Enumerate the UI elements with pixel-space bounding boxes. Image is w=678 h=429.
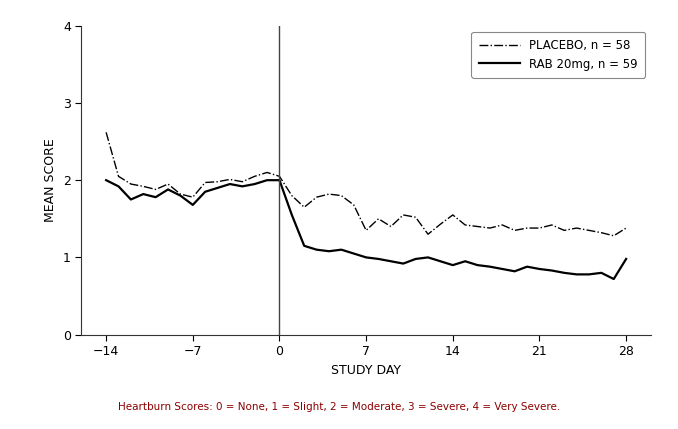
Y-axis label: MEAN SCORE: MEAN SCORE [44, 138, 58, 222]
RAB 20mg, n = 59 [238, 184, 246, 189]
PLACEBO, n = 58 [437, 222, 445, 227]
PLACEBO, n = 58 [449, 212, 457, 218]
PLACEBO, n = 58 [523, 226, 531, 231]
RAB 20mg, n = 59 [139, 191, 147, 196]
RAB 20mg, n = 59 [251, 181, 259, 187]
PLACEBO, n = 58 [511, 228, 519, 233]
RAB 20mg, n = 59 [350, 251, 358, 256]
RAB 20mg, n = 59 [214, 185, 222, 190]
PLACEBO, n = 58 [374, 216, 382, 221]
RAB 20mg, n = 59 [102, 178, 111, 183]
RAB 20mg, n = 59 [622, 257, 630, 262]
PLACEBO, n = 58 [424, 232, 432, 237]
RAB 20mg, n = 59 [226, 181, 234, 187]
PLACEBO, n = 58 [263, 170, 271, 175]
RAB 20mg, n = 59 [437, 259, 445, 264]
Line: RAB 20mg, n = 59: RAB 20mg, n = 59 [106, 180, 626, 279]
RAB 20mg, n = 59 [325, 249, 333, 254]
Legend: PLACEBO, n = 58, RAB 20mg, n = 59: PLACEBO, n = 58, RAB 20mg, n = 59 [471, 32, 645, 78]
PLACEBO, n = 58 [275, 174, 283, 179]
PLACEBO, n = 58 [597, 230, 605, 235]
RAB 20mg, n = 59 [127, 197, 135, 202]
RAB 20mg, n = 59 [412, 257, 420, 262]
PLACEBO, n = 58 [337, 193, 345, 198]
PLACEBO, n = 58 [251, 174, 259, 179]
PLACEBO, n = 58 [238, 179, 246, 184]
RAB 20mg, n = 59 [201, 189, 210, 194]
PLACEBO, n = 58 [325, 191, 333, 196]
RAB 20mg, n = 59 [449, 263, 457, 268]
RAB 20mg, n = 59 [374, 257, 382, 262]
PLACEBO, n = 58 [560, 228, 568, 233]
PLACEBO, n = 58 [350, 202, 358, 208]
PLACEBO, n = 58 [412, 214, 420, 220]
PLACEBO, n = 58 [548, 222, 556, 227]
RAB 20mg, n = 59 [610, 276, 618, 281]
RAB 20mg, n = 59 [585, 272, 593, 277]
PLACEBO, n = 58 [214, 179, 222, 184]
RAB 20mg, n = 59 [536, 266, 544, 272]
X-axis label: STUDY DAY: STUDY DAY [331, 364, 401, 377]
RAB 20mg, n = 59 [498, 266, 506, 272]
PLACEBO, n = 58 [313, 195, 321, 200]
PLACEBO, n = 58 [102, 130, 111, 135]
RAB 20mg, n = 59 [486, 264, 494, 269]
PLACEBO, n = 58 [164, 181, 172, 187]
PLACEBO, n = 58 [585, 228, 593, 233]
RAB 20mg, n = 59 [362, 255, 370, 260]
RAB 20mg, n = 59 [387, 259, 395, 264]
PLACEBO, n = 58 [176, 191, 184, 196]
PLACEBO, n = 58 [387, 224, 395, 229]
PLACEBO, n = 58 [622, 226, 630, 231]
RAB 20mg, n = 59 [275, 178, 283, 183]
PLACEBO, n = 58 [201, 180, 210, 185]
PLACEBO, n = 58 [498, 222, 506, 227]
PLACEBO, n = 58 [461, 222, 469, 227]
RAB 20mg, n = 59 [473, 263, 481, 268]
PLACEBO, n = 58 [139, 184, 147, 189]
RAB 20mg, n = 59 [115, 184, 123, 189]
RAB 20mg, n = 59 [152, 195, 160, 200]
PLACEBO, n = 58 [486, 226, 494, 231]
RAB 20mg, n = 59 [461, 259, 469, 264]
RAB 20mg, n = 59 [511, 269, 519, 274]
RAB 20mg, n = 59 [548, 268, 556, 273]
PLACEBO, n = 58 [362, 228, 370, 233]
RAB 20mg, n = 59 [523, 264, 531, 269]
RAB 20mg, n = 59 [597, 270, 605, 275]
RAB 20mg, n = 59 [263, 178, 271, 183]
RAB 20mg, n = 59 [399, 261, 407, 266]
PLACEBO, n = 58 [127, 181, 135, 187]
PLACEBO, n = 58 [152, 187, 160, 192]
RAB 20mg, n = 59 [287, 212, 296, 218]
RAB 20mg, n = 59 [164, 187, 172, 192]
PLACEBO, n = 58 [536, 226, 544, 231]
PLACEBO, n = 58 [300, 205, 308, 210]
RAB 20mg, n = 59 [176, 193, 184, 198]
PLACEBO, n = 58 [226, 177, 234, 182]
Text: Heartburn Scores: 0 = None, 1 = Slight, 2 = Moderate, 3 = Severe, 4 = Very Sever: Heartburn Scores: 0 = None, 1 = Slight, … [118, 402, 560, 412]
PLACEBO, n = 58 [572, 226, 580, 231]
PLACEBO, n = 58 [399, 212, 407, 218]
RAB 20mg, n = 59 [560, 270, 568, 275]
RAB 20mg, n = 59 [313, 247, 321, 252]
PLACEBO, n = 58 [610, 233, 618, 239]
RAB 20mg, n = 59 [337, 247, 345, 252]
Line: PLACEBO, n = 58: PLACEBO, n = 58 [106, 132, 626, 236]
PLACEBO, n = 58 [188, 195, 197, 200]
RAB 20mg, n = 59 [188, 202, 197, 208]
PLACEBO, n = 58 [115, 174, 123, 179]
RAB 20mg, n = 59 [572, 272, 580, 277]
PLACEBO, n = 58 [287, 193, 296, 198]
RAB 20mg, n = 59 [424, 255, 432, 260]
PLACEBO, n = 58 [473, 224, 481, 229]
RAB 20mg, n = 59 [300, 243, 308, 248]
